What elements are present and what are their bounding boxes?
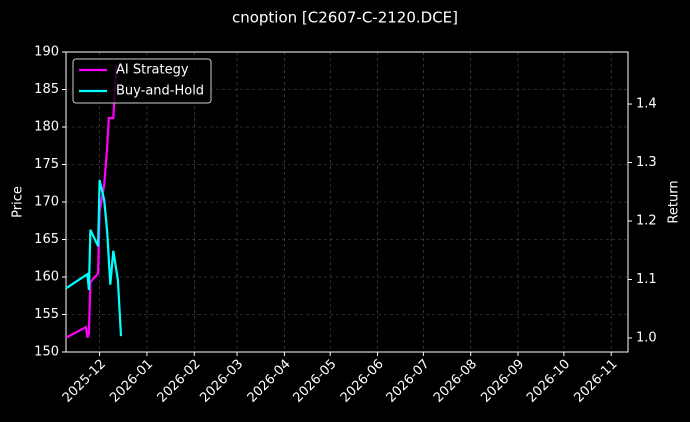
y2-tick-label: 1.1 (636, 272, 657, 287)
y2-tick-label: 1.2 (636, 214, 657, 229)
y-tick-label: 170 (34, 195, 59, 210)
y2-axis-label: Return (667, 180, 682, 223)
legend-label: AI Strategy (116, 63, 189, 78)
y-axis-label: Price (11, 186, 26, 218)
y-tick-label: 160 (34, 270, 59, 285)
y-tick-label: 150 (34, 345, 59, 360)
legend-box (72, 58, 212, 104)
y2-tick-label: 1.0 (636, 330, 657, 345)
series-line (65, 179, 123, 337)
y-tick-label: 180 (34, 120, 59, 135)
y-tick-label: 165 (34, 232, 59, 247)
y2-tick-label: 1.4 (636, 97, 657, 112)
legend: AI Strategy Buy-and-Hold (72, 58, 212, 104)
legend-label: Buy-and-Hold (116, 84, 204, 99)
y-tick-label: 175 (34, 157, 59, 172)
chart-title: cnoption [C2607-C-2120.DCE] (232, 9, 458, 27)
y-tick-label: 155 (34, 307, 59, 322)
y-tick-label: 185 (34, 82, 59, 97)
y2-tick-label: 1.3 (636, 155, 657, 170)
y-tick-label: 190 (34, 45, 59, 60)
plot-frame (65, 51, 629, 353)
